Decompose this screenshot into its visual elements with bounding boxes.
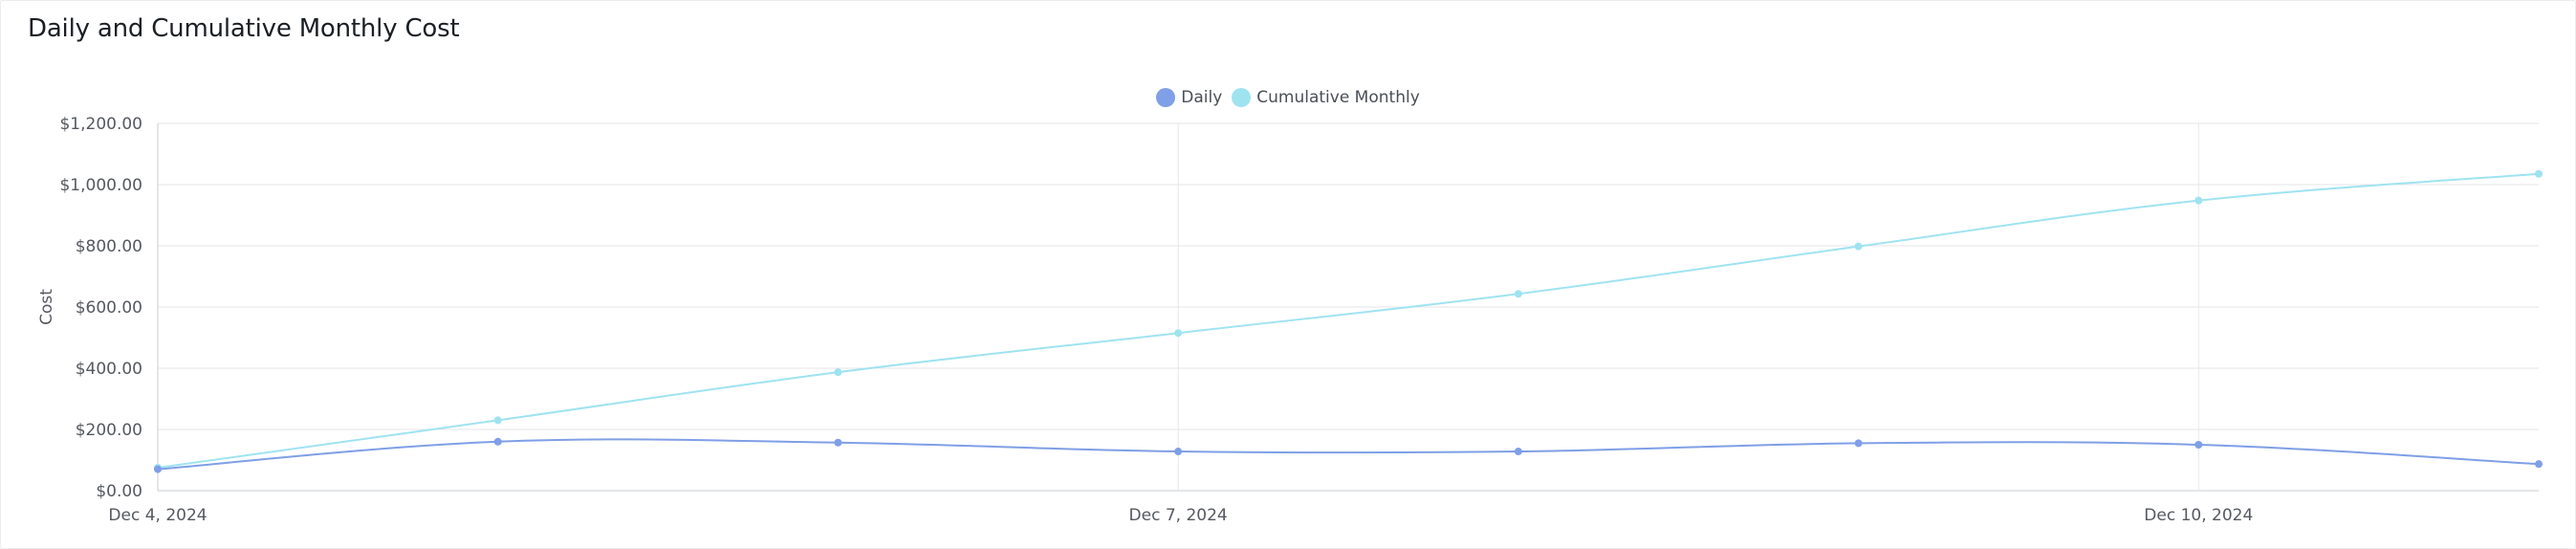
data-point-cumulative bbox=[1174, 329, 1183, 338]
data-point-daily bbox=[1174, 448, 1183, 456]
legend-item-cumulative[interactable]: Cumulative Monthly bbox=[1232, 88, 1420, 107]
y-axis-title: Cost bbox=[37, 289, 56, 325]
y-tick-label: $1,000.00 bbox=[59, 176, 142, 195]
legend-swatch-cumulative bbox=[1232, 88, 1252, 107]
x-tick-label: Dec 4, 2024 bbox=[108, 506, 207, 525]
data-point-cumulative bbox=[2194, 196, 2203, 205]
data-point-daily bbox=[2194, 441, 2203, 449]
y-tick-label: $1,200.00 bbox=[59, 115, 142, 134]
y-tick-label: $600.00 bbox=[76, 298, 142, 318]
data-point-cumulative bbox=[2535, 169, 2543, 178]
y-tick-label: $800.00 bbox=[76, 237, 142, 256]
data-point-daily bbox=[154, 465, 162, 473]
data-point-cumulative bbox=[834, 368, 842, 377]
data-point-daily bbox=[834, 438, 842, 447]
data-point-daily bbox=[1514, 448, 1522, 456]
x-tick-label: Dec 7, 2024 bbox=[1129, 506, 1228, 525]
data-point-cumulative bbox=[493, 416, 502, 425]
y-tick-label: $0.00 bbox=[96, 482, 142, 501]
data-point-daily bbox=[1854, 439, 1863, 448]
data-point-daily bbox=[2535, 460, 2543, 469]
series-line-daily bbox=[157, 438, 2540, 471]
y-tick-label: $200.00 bbox=[76, 421, 142, 440]
legend-label-daily: Daily bbox=[1181, 88, 1223, 107]
data-point-daily bbox=[493, 437, 502, 446]
series-line-cumulative bbox=[157, 172, 2540, 469]
y-tick-label: $400.00 bbox=[76, 360, 142, 379]
data-point-cumulative bbox=[1514, 290, 1522, 298]
chart-title: Daily and Cumulative Monthly Cost bbox=[28, 14, 460, 43]
legend-item-daily[interactable]: Daily bbox=[1156, 88, 1222, 107]
data-point-cumulative bbox=[1854, 242, 1863, 251]
chart-legend: Daily Cumulative Monthly bbox=[0, 88, 2576, 107]
legend-swatch-daily bbox=[1156, 88, 1176, 107]
x-tick-label: Dec 10, 2024 bbox=[2144, 506, 2253, 525]
legend-label-cumulative: Cumulative Monthly bbox=[1256, 88, 1420, 107]
